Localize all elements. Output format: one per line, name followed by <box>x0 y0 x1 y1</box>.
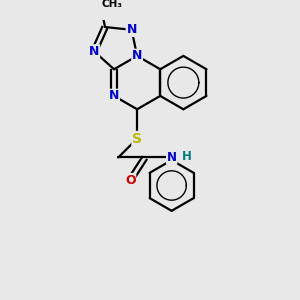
Text: CH₃: CH₃ <box>101 0 122 8</box>
Text: S: S <box>132 132 142 145</box>
Text: N: N <box>126 23 137 36</box>
Text: N: N <box>109 89 119 102</box>
Text: N: N <box>132 50 142 62</box>
Text: N: N <box>89 45 99 58</box>
Text: O: O <box>125 174 136 187</box>
Text: H: H <box>182 149 192 163</box>
Text: N: N <box>167 151 177 164</box>
